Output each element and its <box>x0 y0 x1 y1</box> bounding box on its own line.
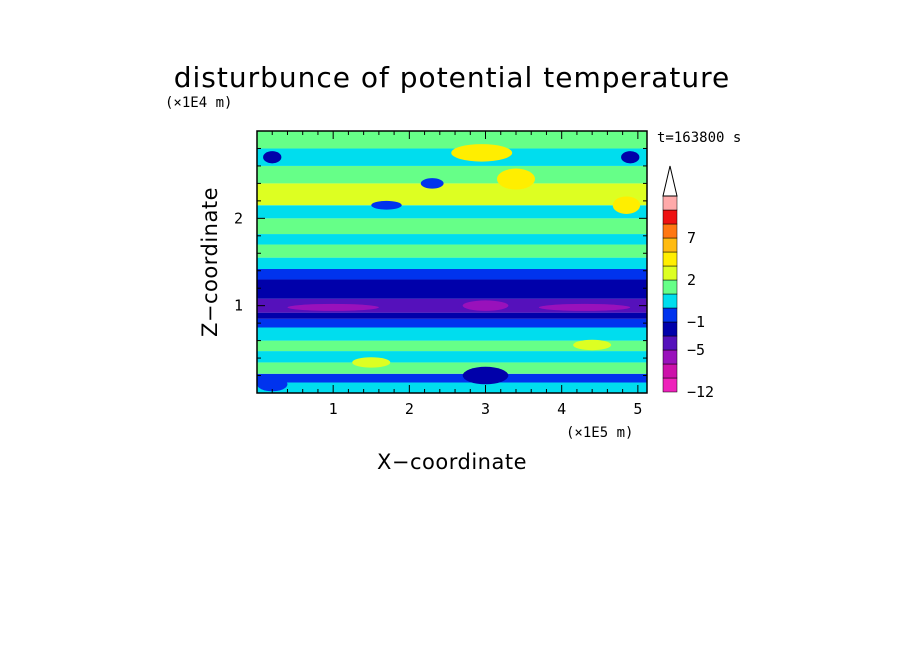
contour-band <box>257 279 647 299</box>
contour-band <box>257 165 647 184</box>
contour-cell <box>451 144 513 162</box>
contour-band <box>257 312 647 319</box>
contour-cell <box>257 377 288 392</box>
contour-cell <box>352 357 391 368</box>
contour-cell <box>621 151 640 164</box>
colorbar-tick-label: −12 <box>687 383 714 401</box>
contour-band <box>257 351 647 363</box>
contour-band <box>257 131 647 149</box>
colorbar-swatch <box>662 209 678 225</box>
x-tick-label: 2 <box>405 400 414 418</box>
colorbar-swatch <box>662 265 678 281</box>
x-axis-label: X−coordinate <box>377 450 527 474</box>
colorbar-swatch <box>662 195 678 211</box>
colorbar-swatch <box>662 307 678 323</box>
contour-cell <box>538 303 631 311</box>
y-tick-label: 2 <box>234 209 243 227</box>
contour-cell <box>420 178 444 189</box>
contour-band <box>257 340 647 352</box>
x-axis-unit: (×1E5 m) <box>566 425 633 441</box>
colorbar-swatch <box>662 279 678 295</box>
contour-band <box>257 318 647 328</box>
colorbar-swatch <box>662 321 678 337</box>
x-tick-label: 3 <box>481 400 490 418</box>
contour-band <box>257 382 647 393</box>
colorbar-swatch <box>662 251 678 267</box>
contour-band <box>257 234 647 245</box>
contour-cell <box>496 168 536 190</box>
contour-band <box>257 362 647 374</box>
plot-area: 1 2 3 4 5 1 2 <box>234 130 648 418</box>
colorbar-extend-arrow <box>662 165 678 197</box>
colorbar-tick-label: 2 <box>687 271 696 289</box>
contour-band <box>257 183 647 206</box>
colorbar-swatch <box>662 223 678 239</box>
colorbar: −12−5−127 <box>662 165 714 401</box>
y-axis-label: Z−coordinate <box>198 187 222 337</box>
colorbar-tick-label: −1 <box>687 313 705 331</box>
colorbar-swatch <box>662 335 678 351</box>
y-tick-label: 1 <box>234 297 243 315</box>
x-tick-label: 1 <box>329 400 338 418</box>
contour-cell <box>287 303 379 311</box>
chart-title: disturbunce of potential temperature <box>174 61 731 94</box>
x-tick-label: 4 <box>557 400 566 418</box>
contour-band <box>257 148 647 166</box>
contour-band <box>257 244 647 258</box>
contour-band <box>257 373 647 383</box>
colorbar-swatch <box>662 349 678 365</box>
x-tick-label: 5 <box>633 400 642 418</box>
contour-cell <box>573 339 612 351</box>
y-axis-unit: (×1E4 m) <box>165 95 232 111</box>
contour-band <box>257 205 647 219</box>
contour-cell <box>612 196 641 214</box>
contour-band <box>257 268 647 280</box>
time-label: t=163800 s <box>657 130 741 146</box>
colorbar-swatch <box>662 293 678 309</box>
contour-cell <box>371 200 402 210</box>
colorbar-swatch <box>662 363 678 379</box>
colorbar-swatch <box>662 377 678 393</box>
contour-cell <box>462 300 509 311</box>
contour-band <box>257 327 647 341</box>
colorbar-tick-label: 7 <box>687 229 696 247</box>
colorbar-swatch <box>662 237 678 253</box>
colorbar-tick-label: −5 <box>687 341 705 359</box>
contour-cell <box>462 366 509 385</box>
contour-cell <box>263 151 282 164</box>
contour-band <box>257 218 647 235</box>
contour-band <box>257 257 647 269</box>
plot-frame <box>256 130 648 394</box>
